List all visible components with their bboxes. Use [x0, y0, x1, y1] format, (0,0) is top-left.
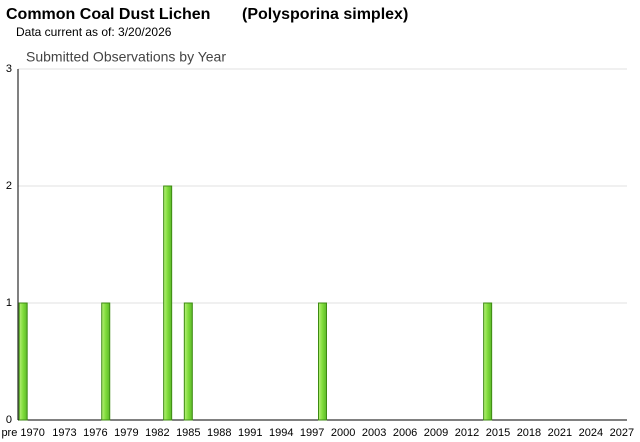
bar	[163, 185, 173, 421]
y-tick-label: 2	[6, 180, 12, 192]
bar	[18, 302, 28, 421]
x-tick-label: pre 1970	[1, 427, 44, 439]
species-name: Common Coal Dust Lichen	[6, 6, 210, 23]
x-tick-label: 2015	[486, 427, 510, 439]
x-tick-label: 2027	[610, 427, 634, 439]
x-tick-label: 2021	[548, 427, 572, 439]
x-tick-label: 1976	[83, 427, 107, 439]
x-tick-label: 1994	[269, 427, 293, 439]
x-tick-label: 1988	[207, 427, 231, 439]
x-tick-label: 1973	[52, 427, 76, 439]
x-tick-label: 1997	[300, 427, 324, 439]
y-tick-label: 3	[6, 63, 12, 75]
chart-title: Submitted Observations by Year	[26, 49, 226, 65]
x-tick-label: 1991	[238, 427, 262, 439]
x-tick-label: 2000	[331, 427, 355, 439]
x-tick-label: 2009	[424, 427, 448, 439]
bar	[483, 302, 493, 421]
x-tick-label: 1985	[176, 427, 200, 439]
x-tick-label: 2018	[517, 427, 541, 439]
x-tick-label: 2006	[393, 427, 417, 439]
bar	[183, 302, 193, 421]
bar	[101, 302, 111, 421]
x-tick-label: 1979	[114, 427, 138, 439]
bar	[318, 302, 327, 421]
x-tick-label: 1982	[145, 427, 169, 439]
x-tick-label: 2024	[579, 427, 603, 439]
scientific-name: (Polysporina simplex)	[242, 6, 408, 23]
subtitle: Data current as of: 3/20/2026	[16, 25, 172, 39]
y-tick-label: 0	[6, 414, 12, 426]
x-tick-label: 2012	[455, 427, 479, 439]
y-tick-label: 1	[6, 297, 12, 309]
x-tick-label: 2003	[362, 427, 386, 439]
